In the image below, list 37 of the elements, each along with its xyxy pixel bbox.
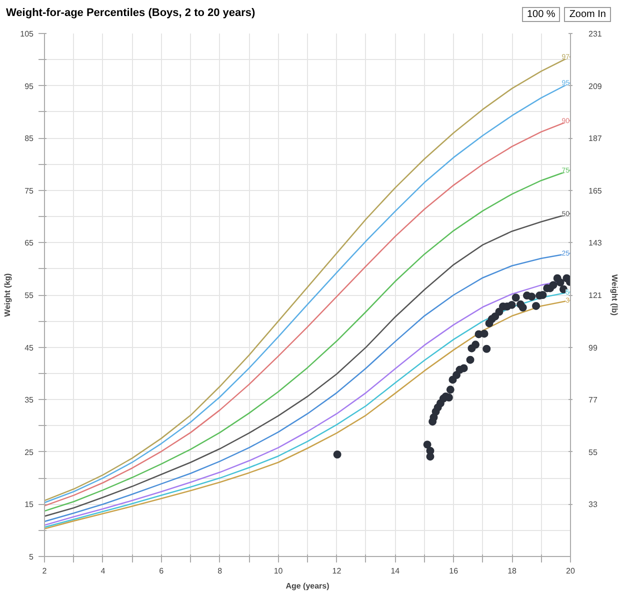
text: 100 % <box>522 7 560 22</box>
y2-tick-label: 143 <box>588 238 602 248</box>
x-tick-label: 4 <box>100 566 106 576</box>
text: Zoom In <box>564 7 611 22</box>
y-axis-title: Weight (kg) <box>3 272 12 317</box>
y-tick-label: 5 <box>29 552 34 562</box>
y-tick-label: 15 <box>24 500 34 510</box>
y2-tick-label: 55 <box>588 448 598 457</box>
x-tick-label: 20 <box>566 566 576 576</box>
y-tick-label: 55 <box>24 291 34 300</box>
y2-tick-label: 121 <box>588 291 602 300</box>
y2-tick-label: 77 <box>588 396 598 405</box>
x-axis-title: Age (years) <box>286 582 330 590</box>
y-tick-label: 95 <box>24 82 34 91</box>
y2-tick-label: 209 <box>588 82 602 91</box>
y2-tick-label: 33 <box>588 500 598 510</box>
y-tick-label: 25 <box>24 448 34 457</box>
x-tick-label: 6 <box>159 566 164 576</box>
x-tick-label: 12 <box>332 566 342 576</box>
x-tick-label: 2 <box>42 566 48 576</box>
y-tick-label: 85 <box>24 134 34 144</box>
y2-tick-label: 187 <box>588 134 602 144</box>
y2-tick-label: 99 <box>588 343 598 352</box>
x-tick-label: 10 <box>274 566 284 576</box>
x-tick-label: 14 <box>390 566 400 576</box>
y-tick-label: 65 <box>24 238 34 248</box>
y2-tick-label: 165 <box>588 186 602 196</box>
x-tick-label: 16 <box>449 566 459 576</box>
y-tick-label: 45 <box>24 343 34 352</box>
chart-title: Weight-for-age Percentiles (Boys, 2 to 20 years) <box>6 6 256 21</box>
y-tick-label: 35 <box>24 396 34 405</box>
x-tick-label: 18 <box>508 566 518 576</box>
y2-tick-label: 231 <box>588 30 602 38</box>
y2-axis-title: Weight (lb) <box>610 274 619 316</box>
y-tick-label: 75 <box>24 186 34 196</box>
x-tick-label: 8 <box>218 566 223 576</box>
y-tick-label: 105 <box>20 30 34 38</box>
